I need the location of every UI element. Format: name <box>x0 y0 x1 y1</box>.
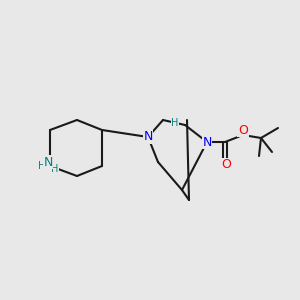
Text: H: H <box>38 161 46 171</box>
Text: N: N <box>43 155 53 169</box>
Text: H: H <box>51 164 59 174</box>
Text: O: O <box>238 124 248 136</box>
Text: N: N <box>202 136 212 148</box>
Text: O: O <box>221 158 231 172</box>
Text: N: N <box>143 130 153 143</box>
Text: N: N <box>143 130 153 143</box>
Text: N: N <box>43 155 53 169</box>
Text: N: N <box>202 136 212 148</box>
Text: H: H <box>171 118 179 128</box>
